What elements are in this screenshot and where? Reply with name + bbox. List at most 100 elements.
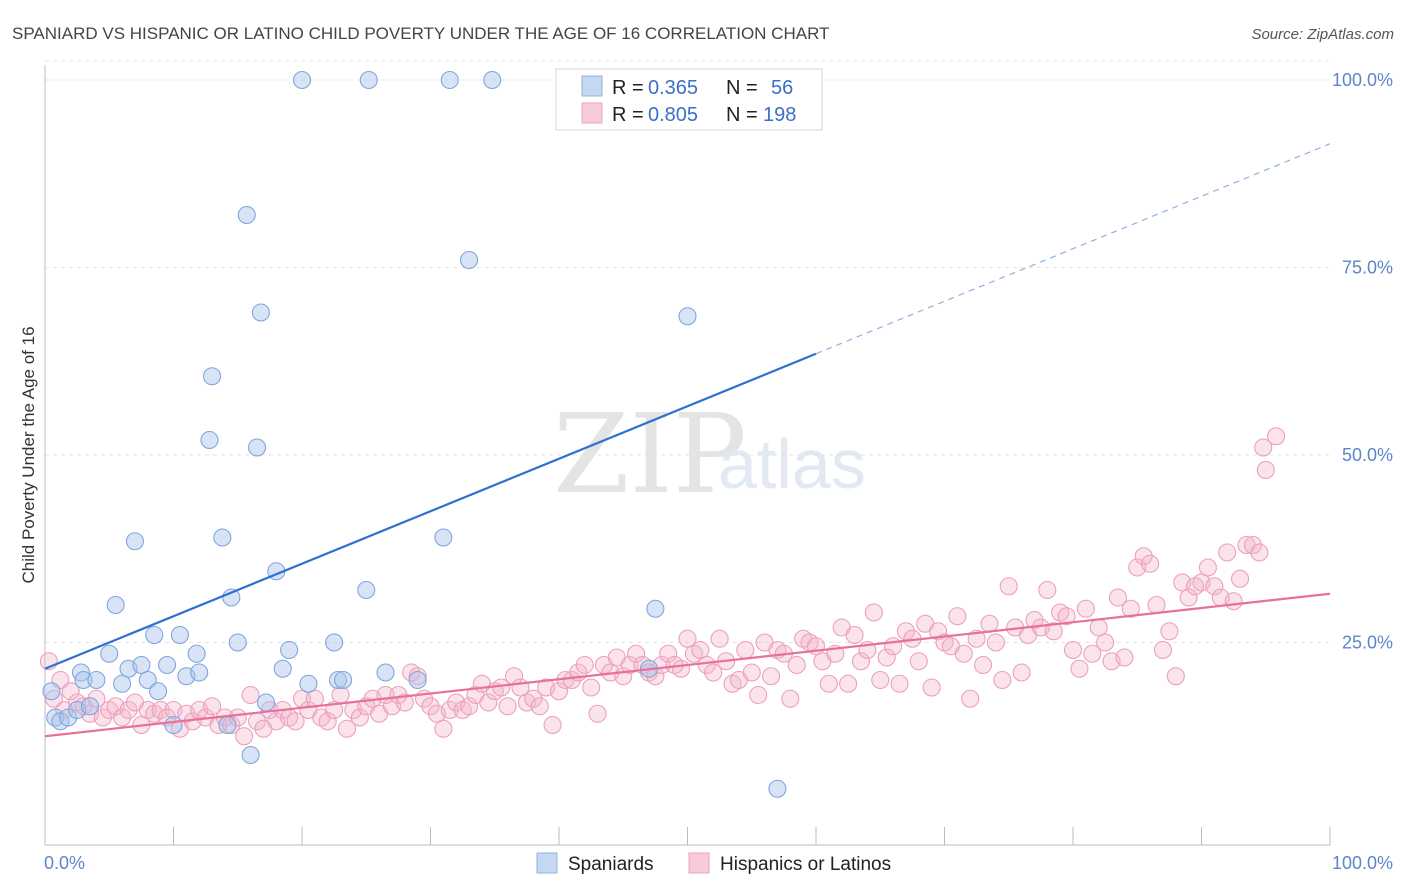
y-tick-labels: 25.0% 50.0% 75.0% 100.0% — [1332, 70, 1393, 653]
hispanics-point-160 — [1063, 640, 1083, 660]
spaniards-point-33 — [251, 303, 270, 322]
spaniards-point-14 — [132, 655, 151, 675]
hispanics-point-39 — [286, 712, 305, 731]
hispanics-point-44 — [318, 712, 337, 731]
hispanics-point-152 — [1012, 663, 1031, 682]
spaniards-point-20 — [170, 625, 189, 645]
spaniards-point-9 — [100, 644, 119, 663]
y-axis-label: Child Poverty Under the Age of 16 — [19, 326, 38, 583]
hispanics-point-184 — [1218, 543, 1237, 562]
hispanics-point-182 — [1205, 577, 1224, 596]
hispanics-point-62 — [434, 719, 453, 738]
hispanics-point-72 — [498, 697, 517, 716]
hispanics-point-133 — [890, 674, 909, 693]
hispanics-point-103 — [697, 655, 716, 675]
spaniards-point-43 — [357, 580, 376, 600]
hispanics-point-142 — [948, 607, 967, 626]
y-tick-label-3: 100.0% — [1332, 70, 1393, 90]
hispanics-point-46 — [331, 685, 350, 705]
watermark-atlas: atlas — [718, 425, 866, 503]
watermark-zip: ZIP — [553, 390, 747, 518]
spaniards-point-41 — [328, 670, 348, 690]
spaniards-point-0 — [42, 682, 61, 701]
y-tick-label-0: 25.0% — [1342, 633, 1393, 653]
hispanics-point-173 — [1147, 595, 1166, 615]
trend-lines — [44, 143, 1331, 738]
hispanics-point-102 — [691, 640, 710, 660]
hispanics-point-122 — [819, 674, 838, 693]
hispanics-trend-line — [44, 592, 1331, 738]
hispanics-point-129 — [864, 603, 883, 622]
stats-legend: R = 0.365 N = 56 R = 0.805 N = 198 — [555, 68, 823, 131]
hispanics-point-66 — [459, 697, 479, 716]
hispanics-point-136 — [909, 652, 928, 671]
spaniards-points — [42, 70, 787, 798]
hispanics-point-163 — [1083, 644, 1102, 663]
hispanics-point-100 — [678, 629, 697, 648]
hispanics-point-156 — [1038, 580, 1057, 600]
hispanics-point-77 — [530, 697, 549, 716]
spaniards-point-29 — [228, 633, 247, 652]
hispanics-point-12 — [113, 708, 132, 727]
hispanics-point-167 — [1108, 588, 1128, 607]
chart-source: Source: ZipAtlas.com — [1251, 26, 1394, 43]
hispanics-point-144 — [961, 689, 980, 708]
hispanics-point-154 — [1025, 610, 1044, 630]
spaniards-trend-line — [44, 352, 817, 670]
hispanics-point-116 — [781, 689, 800, 708]
hispanics-point-58 — [408, 667, 427, 686]
bottom-legend: Spaniards Hispanics or Latinos — [536, 852, 891, 875]
legend-n-value-1: 56 — [771, 77, 793, 99]
hispanics-point-63 — [440, 700, 459, 720]
spaniards-point-31 — [241, 745, 260, 765]
spaniards-point-11 — [113, 674, 132, 693]
spaniards-point-7 — [80, 697, 100, 716]
hispanics-point-26 — [203, 697, 222, 716]
hispanics-point-117 — [787, 655, 806, 675]
hispanics-point-139 — [929, 622, 948, 641]
spaniards-point-39 — [299, 674, 318, 693]
bottom-legend-label-spaniards: Spaniards — [568, 854, 654, 875]
legend-n-label-2: N = — [726, 104, 758, 126]
spaniards-point-52 — [646, 599, 665, 618]
hispanics-point-162 — [1076, 599, 1095, 618]
legend-n-label-1: N = — [726, 77, 758, 99]
hispanics-point-55 — [389, 685, 408, 705]
spaniards-point-26 — [213, 528, 232, 547]
hispanics-point-161 — [1070, 659, 1089, 678]
hispanics-point-47 — [337, 719, 357, 738]
hispanics-point-185 — [1224, 592, 1243, 611]
spaniards-point-22 — [187, 644, 206, 663]
hispanics-point-150 — [999, 577, 1018, 596]
hispanics-point-181 — [1198, 558, 1217, 577]
hispanics-point-9 — [93, 708, 112, 727]
hispanics-point-178 — [1179, 588, 1198, 607]
hispanics-point-60 — [421, 697, 440, 716]
spaniards-point-40 — [325, 633, 344, 652]
hispanics-point-157 — [1044, 622, 1063, 641]
hispanics-point-127 — [851, 652, 871, 671]
spaniards-point-38 — [292, 70, 312, 90]
spaniards-point-10 — [106, 595, 125, 615]
hispanics-point-148 — [986, 633, 1005, 652]
hispanics-point-159 — [1057, 607, 1076, 626]
spaniards-point-45 — [376, 663, 395, 682]
x-tick-label-max: 100.0% — [1332, 853, 1393, 873]
hispanics-point-175 — [1160, 622, 1179, 641]
hispanics-point-165 — [1096, 633, 1115, 652]
spaniards-point-46 — [408, 670, 427, 690]
spaniards-point-32 — [247, 438, 267, 457]
hispanics-point-176 — [1166, 667, 1185, 686]
spaniards-point-50 — [483, 70, 502, 90]
hispanics-point-188 — [1243, 535, 1262, 555]
hispanics-point-191 — [1256, 460, 1275, 480]
spaniards-point-34 — [256, 693, 276, 712]
watermark: ZIP atlas — [553, 390, 866, 518]
x-tick-labels: 0.0% 100.0% — [44, 853, 1393, 873]
spaniards-trend-extension — [815, 143, 1331, 355]
chart-title: SPANIARD VS HISPANIC OR LATINO CHILD POV… — [12, 24, 829, 43]
hispanics-point-69 — [479, 693, 498, 712]
hispanics-point-4 — [61, 682, 80, 701]
hispanics-point-130 — [871, 670, 890, 690]
